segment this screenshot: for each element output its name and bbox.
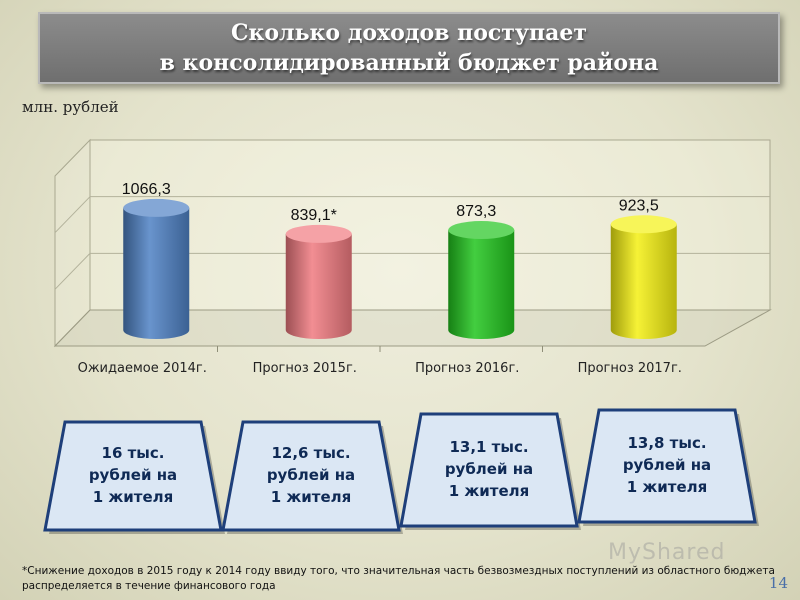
per-capita-text: рублей на xyxy=(445,460,533,478)
page-number: 14 xyxy=(768,574,788,592)
bar-top xyxy=(448,221,515,240)
bar-1: 1066,3 Ожидаемое 2014г. xyxy=(78,181,207,376)
x-tick-label: Прогноз 2015г. xyxy=(253,361,357,376)
per-capita-text: 1 жителя xyxy=(93,488,174,506)
title-line-1: Сколько доходов поступает xyxy=(230,20,588,46)
per-capita-text: 13,1 тыс. xyxy=(449,438,528,456)
box-shape xyxy=(399,412,579,528)
per-capita-text: рублей на xyxy=(623,456,711,474)
bar-body xyxy=(610,224,677,339)
per-capita-box-3: 13,1 тыс. рублей на 1 жителя xyxy=(399,412,581,530)
bar-4: 923,5 Прогноз 2017г. xyxy=(578,197,682,376)
bar-top xyxy=(285,224,352,243)
per-capita-text: рублей на xyxy=(89,466,177,484)
x-tick-label: Ожидаемое 2014г. xyxy=(78,361,207,376)
gridline-side xyxy=(54,196,91,234)
bar-value-label: 1066,3 xyxy=(122,181,171,198)
bar-chart: 1066,3 Ожидаемое 2014г. 839,1* Прогноз 2015… xyxy=(43,138,772,534)
bar-body xyxy=(448,230,515,339)
per-capita-text: 13,8 тыс. xyxy=(627,434,706,452)
bar-3: 873,3 Прогноз 2016г. xyxy=(415,203,519,376)
bar-2: 839,1* Прогноз 2015г. xyxy=(253,207,357,376)
per-capita-text: 1 жителя xyxy=(449,482,530,500)
per-capita-text: рублей на xyxy=(267,466,355,484)
per-capita-box-2: 12,6 тыс. рублей на 1 жителя xyxy=(221,420,403,534)
unit-label: млн. рублей xyxy=(22,98,119,116)
per-capita-text: 12,6 тыс. xyxy=(271,444,350,462)
box-shape xyxy=(577,408,757,524)
bar-top xyxy=(610,215,677,234)
gridline-side xyxy=(54,252,91,290)
footnote: *Снижение доходов в 2015 году к 2014 год… xyxy=(22,565,775,592)
watermark: MyShared xyxy=(608,540,726,565)
per-capita-box-4: 13,8 тыс. рублей на 1 жителя xyxy=(577,408,759,526)
bar-body xyxy=(123,207,190,339)
bar-top xyxy=(123,198,190,217)
per-capita-box-1: 16 тыс. рублей на 1 жителя xyxy=(43,420,225,534)
box-shape xyxy=(221,420,401,532)
bar-value-label: 839,1* xyxy=(291,207,337,224)
x-tick-label: Прогноз 2017г. xyxy=(578,361,682,376)
chart-floor xyxy=(53,309,772,347)
bar-value-label: 873,3 xyxy=(456,203,496,220)
title-banner: Сколько доходов поступает в консолидиров… xyxy=(38,12,780,84)
per-capita-text: 16 тыс. xyxy=(102,444,165,462)
x-tick-label: Прогноз 2016г. xyxy=(415,361,519,376)
title-line-2: в консолидированный бюджет района xyxy=(159,50,659,76)
bar-body xyxy=(285,233,352,339)
box-shape xyxy=(43,420,223,532)
chart-grid xyxy=(53,138,772,352)
per-capita-text: 1 жителя xyxy=(271,488,352,506)
bar-value-label: 923,5 xyxy=(619,197,659,214)
per-capita-text: 1 жителя xyxy=(627,478,708,496)
per-capita-row: 16 тыс. рублей на 1 жителя 12,6 тыс. рублей … xyxy=(43,408,759,534)
